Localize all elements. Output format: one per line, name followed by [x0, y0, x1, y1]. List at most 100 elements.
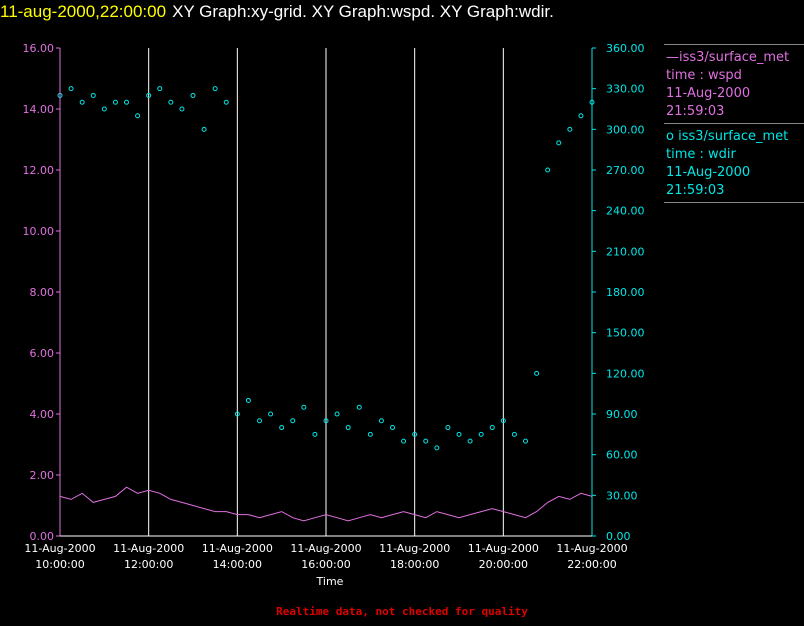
- wdir-point: [556, 140, 562, 146]
- wdir-point: [434, 445, 440, 451]
- wdir-point: [124, 99, 129, 105]
- wdir-point: [323, 418, 329, 424]
- wdir-point: [545, 167, 551, 173]
- legend-wdir-symbol: o: [666, 129, 674, 144]
- y-left-tick-label: 4.00: [30, 408, 55, 421]
- wdir-point: [489, 425, 495, 431]
- legend-wdir-var: time : wdir: [666, 147, 736, 162]
- y-left-tick-label: 6.00: [30, 347, 55, 360]
- x-tick-label-date: 11-Aug-2000: [556, 542, 627, 555]
- y-right-tick-label: 90.00: [606, 408, 638, 421]
- y-right-tick-label: 150.00: [606, 327, 645, 340]
- x-tick-label-time: 12:00:00: [124, 558, 173, 571]
- axes: [56, 47, 596, 537]
- x-tick-label-time: 14:00:00: [213, 558, 262, 571]
- x-tick-label-time: 18:00:00: [390, 558, 439, 571]
- y-right-tick-label: 330.00: [606, 83, 645, 96]
- wdir-point: [478, 431, 484, 437]
- wdir-point: [135, 113, 141, 119]
- wdir-point: [234, 411, 240, 417]
- legend: —iss3/surface_met time : wspd 11-Aug-200…: [664, 44, 804, 203]
- y-right-tick-label: 270.00: [606, 164, 645, 177]
- wdir-point: [201, 126, 207, 132]
- wdir-point: [334, 411, 340, 417]
- wdir-point: [578, 113, 584, 119]
- wdir-point: [268, 411, 274, 417]
- wdir-point: [112, 99, 118, 105]
- legend-wdir-source: iss3/surface_met: [678, 129, 789, 144]
- wdir-point: [356, 404, 362, 410]
- wdir-point: [445, 425, 451, 431]
- x-axis-label: Time: [316, 575, 344, 588]
- wdir-point: [345, 425, 351, 431]
- wdir-series: [57, 86, 595, 451]
- xy-graph: 11-Aug-2000 10:00:00 11-Aug-2000 12:00:00 11…: [23, 42, 645, 588]
- legend-wdir: o iss3/surface_met time : wdir 11-Aug-20…: [664, 124, 804, 203]
- wdir-point: [179, 106, 185, 112]
- y-right-tick-label: 300.00: [606, 123, 645, 136]
- y-right-tick-label: 30.00: [606, 489, 638, 502]
- legend-wdir-date: 11-Aug-2000: [666, 165, 751, 180]
- wdir-point: [279, 425, 285, 431]
- y-left-tick-label: 10.00: [23, 225, 55, 238]
- wdir-point: [378, 418, 384, 424]
- legend-wspd-source: iss3/surface_met: [679, 50, 790, 65]
- wdir-point: [223, 99, 229, 105]
- y-left-tick-label: 8.00: [30, 286, 55, 299]
- x-tick-label-date: 11-Aug-2000: [468, 542, 539, 555]
- wdir-point: [257, 418, 262, 424]
- wdir-point: [500, 418, 506, 424]
- header-titles: XY Graph:xy-grid. XY Graph:wspd. XY Grap…: [172, 2, 554, 21]
- wdir-point: [212, 86, 218, 92]
- wdir-point: [511, 431, 517, 437]
- wdir-point: [534, 370, 540, 376]
- x-tick-label-date: 11-Aug-2000: [379, 542, 450, 555]
- x-tick-label-date: 11-Aug-2000: [113, 542, 184, 555]
- y-left-tick-label: 0.00: [30, 530, 55, 543]
- x-tick-label-date: 11-Aug-2000: [290, 542, 361, 555]
- wdir-point: [79, 99, 85, 105]
- wspd-series: [59, 486, 593, 522]
- wdir-point: [90, 92, 96, 98]
- wdir-point: [523, 438, 528, 444]
- wdir-point: [467, 438, 473, 444]
- graph-header: 11-aug-2000,22:00:00 XY Graph:xy-grid. XY…: [0, 2, 554, 24]
- y-right-tick-label: 180.00: [606, 286, 645, 299]
- wdir-point: [157, 86, 163, 92]
- legend-wspd-symbol: —: [666, 50, 679, 65]
- x-tick-label-date: 11-Aug-2000: [202, 542, 273, 555]
- wdir-point: [567, 126, 573, 132]
- tick-labels: 11-Aug-2000 10:00:00 11-Aug-2000 12:00:00 11…: [23, 42, 645, 571]
- wdir-point: [190, 92, 196, 98]
- wdir-point: [456, 431, 462, 437]
- wdir-point: [68, 86, 74, 92]
- x-tick-label-time: 22:00:00: [567, 558, 616, 571]
- legend-wspd: —iss3/surface_met time : wspd 11-Aug-200…: [664, 44, 804, 124]
- y-right-tick-label: 60.00: [606, 449, 638, 462]
- legend-wspd-var: time : wspd: [666, 68, 742, 83]
- y-right-tick-label: 0.00: [606, 530, 631, 543]
- y-right-tick-label: 210.00: [606, 245, 645, 258]
- wdir-point: [245, 397, 251, 403]
- x-tick-label-time: 10:00:00: [35, 558, 84, 571]
- wdir-point: [168, 99, 174, 105]
- header-timestamp: 11-aug-2000,22:00:00: [0, 2, 167, 21]
- wspd-line: [59, 486, 593, 522]
- x-tick-label-time: 16:00:00: [301, 558, 350, 571]
- wdir-point: [290, 418, 296, 424]
- wdir-point: [312, 431, 318, 437]
- wdir-point: [401, 438, 407, 444]
- y-left-tick-label: 16.00: [23, 42, 55, 55]
- legend-wspd-time: 21:59:03: [666, 104, 725, 119]
- legend-wdir-time: 21:59:03: [666, 183, 725, 198]
- wdir-point: [390, 425, 395, 431]
- wdir-point: [301, 404, 307, 410]
- y-left-tick-label: 12.00: [23, 164, 55, 177]
- quality-notice: Realtime data, not checked for quality: [276, 605, 528, 618]
- y-right-tick-label: 240.00: [606, 205, 645, 218]
- y-left-tick-label: 14.00: [23, 103, 55, 116]
- x-tick-label-time: 20:00:00: [479, 558, 528, 571]
- y-right-tick-label: 360.00: [606, 42, 645, 55]
- wdir-point: [146, 92, 152, 98]
- wdir-point: [412, 431, 418, 437]
